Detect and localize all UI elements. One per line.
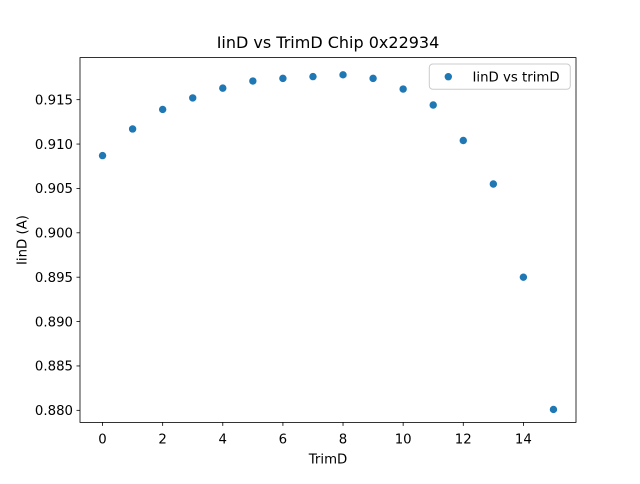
data-point bbox=[519, 273, 528, 281]
data-point bbox=[158, 105, 167, 114]
data-point bbox=[309, 72, 317, 81]
x-tick-label: 10 bbox=[395, 432, 412, 447]
x-tick-label: 8 bbox=[339, 432, 347, 447]
data-point bbox=[98, 151, 107, 160]
y-tick-label: 0.900 bbox=[35, 227, 73, 242]
legend: IinD vs trimD bbox=[428, 63, 571, 90]
data-point bbox=[399, 85, 407, 93]
x-tick-label: 2 bbox=[158, 432, 166, 447]
data-point bbox=[339, 71, 347, 79]
y-tick-label: 0.885 bbox=[35, 360, 73, 375]
data-point bbox=[219, 84, 227, 92]
y-tick-label: 0.910 bbox=[35, 138, 73, 153]
x-tick-label: 12 bbox=[455, 432, 472, 447]
x-tick-label: 0 bbox=[98, 432, 106, 447]
data-point bbox=[128, 125, 137, 133]
y-axis-label: IinD (A) bbox=[16, 215, 31, 265]
y-tick-label: 0.915 bbox=[35, 93, 73, 108]
data-point bbox=[249, 77, 257, 85]
x-axis-label: TrimD bbox=[308, 453, 348, 468]
x-tick-label: 6 bbox=[279, 432, 287, 447]
legend-box bbox=[428, 63, 571, 90]
chart-title: IinD vs TrimD Chip 0x22934 bbox=[217, 33, 440, 52]
x-tick-label: 14 bbox=[515, 432, 532, 447]
data-point bbox=[549, 405, 558, 414]
data-point bbox=[189, 94, 197, 102]
data-point bbox=[489, 180, 498, 188]
y-tick-label: 0.880 bbox=[35, 404, 73, 419]
plot-layer: 0 2 4 6 8 10 12 14 0.880 0.885 0.890 0.895 0.900 0.90… bbox=[35, 57, 577, 447]
legend-marker-icon bbox=[444, 73, 452, 81]
data-point bbox=[369, 74, 377, 83]
y-tick-label: 0.890 bbox=[35, 315, 73, 330]
plot-border bbox=[79, 57, 577, 423]
x-tick-label: 4 bbox=[219, 432, 227, 447]
data-point bbox=[429, 101, 437, 109]
legend-label: IinD vs trimD bbox=[473, 70, 560, 85]
data-point bbox=[279, 74, 287, 83]
y-tick-label: 0.895 bbox=[35, 271, 73, 286]
data-point bbox=[459, 136, 467, 145]
y-tick-label: 0.905 bbox=[35, 182, 73, 197]
